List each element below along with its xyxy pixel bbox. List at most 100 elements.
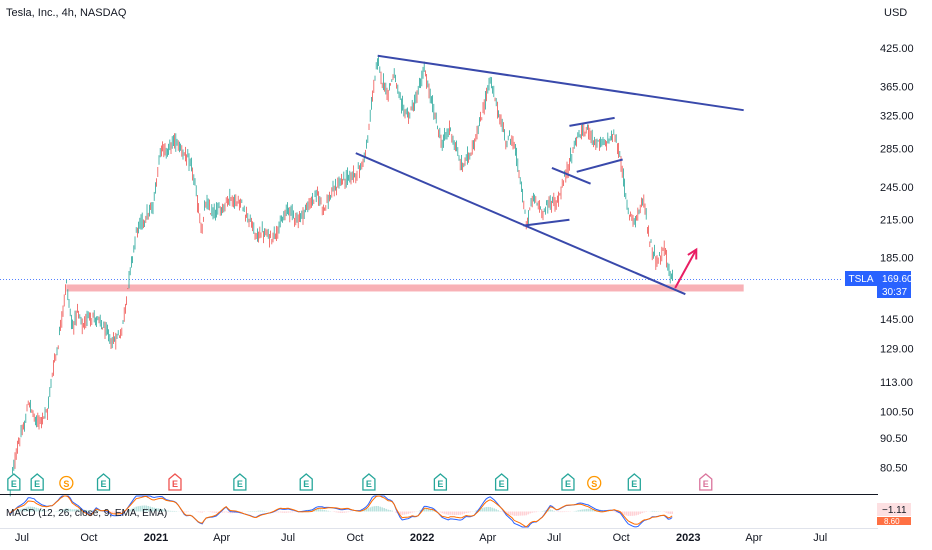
symbol-tag: TSLA <box>848 274 873 285</box>
x-tick-label: Oct <box>613 532 630 544</box>
chart-title: Tesla, Inc., 4h, NASDAQ <box>6 7 127 19</box>
earnings-event-marker[interactable]: E <box>30 473 44 491</box>
x-tick-label: Oct <box>80 532 97 544</box>
macd-pane[interactable] <box>9 495 673 528</box>
y-tick-label: 425.00 <box>880 43 914 55</box>
trendline <box>377 54 744 112</box>
event-letter: S <box>591 479 597 489</box>
price-tag-bg <box>877 271 911 298</box>
price-tag-value: 169.60 <box>882 274 913 285</box>
event-letter: E <box>437 479 443 489</box>
x-tick-label: Apr <box>479 532 496 544</box>
x-tick-label: 2022 <box>410 532 434 544</box>
y-tick-label: 145.00 <box>880 314 914 326</box>
earnings-event-marker[interactable]: E <box>699 473 713 491</box>
projection-arrow-head <box>687 247 698 260</box>
x-tick-label: 2021 <box>144 532 168 544</box>
symbol-tag-bg <box>845 271 877 286</box>
event-letter: E <box>499 479 505 489</box>
y-tick-label: 215.00 <box>880 215 914 227</box>
price-tag: TSLA 169.60 30:37 <box>845 271 913 298</box>
earnings-event-marker[interactable]: E <box>168 473 182 491</box>
trendline <box>355 152 686 296</box>
x-tick-label: Jul <box>281 532 295 544</box>
event-badge <box>494 473 509 491</box>
x-tick-label: Apr <box>213 532 230 544</box>
y-tick-label: 245.00 <box>880 182 914 194</box>
event-badge <box>627 473 641 491</box>
y-tick-label: 325.00 <box>880 111 914 123</box>
projection-arrow <box>674 249 698 289</box>
event-letter: E <box>631 479 637 489</box>
event-letter: E <box>34 479 40 489</box>
macd-value1-bg <box>877 503 911 516</box>
support-zone-layer <box>66 284 744 292</box>
split-event-marker[interactable]: S <box>587 475 602 491</box>
earnings-event-marker[interactable]: E <box>494 473 509 491</box>
macd-signal-line <box>9 495 673 528</box>
x-tick-label: Apr <box>745 532 762 544</box>
event-letter: E <box>172 479 178 489</box>
price-tag-countdown: 30:37 <box>882 287 907 298</box>
macd-values: −1.11 8.60 <box>877 503 911 526</box>
macd-label: MACD (12, 26, close, 9, EMA, EMA) <box>6 508 167 519</box>
trendline <box>569 116 615 127</box>
macd-value2-bg <box>877 517 911 525</box>
earnings-event-marker[interactable]: E <box>96 473 111 491</box>
split-event-marker[interactable]: S <box>59 475 74 491</box>
earnings-event-marker[interactable]: E <box>627 473 641 491</box>
event-badge <box>699 473 713 491</box>
event-badge <box>362 473 376 491</box>
axes-layer: 425.00 365.00 325.00 285.00 245.00 215.00 185.… <box>0 43 914 544</box>
event-badge <box>30 473 44 491</box>
event-letter: E <box>366 479 372 489</box>
y-tick-label: 100.50 <box>880 406 914 418</box>
earnings-event-marker[interactable]: E <box>561 473 575 491</box>
currency-label: USD <box>884 7 907 19</box>
event-letter: E <box>303 479 309 489</box>
event-badge <box>59 475 74 491</box>
trendlines-layer <box>355 54 744 296</box>
earnings-event-marker[interactable]: E <box>433 473 448 491</box>
y-tick-label: 129.00 <box>880 343 914 355</box>
x-tick-label: Oct <box>347 532 364 544</box>
x-tick-label: Jul <box>547 532 561 544</box>
y-tick-label: 80.50 <box>880 462 908 474</box>
x-tick-label: Jul <box>15 532 29 544</box>
event-badge <box>96 473 111 491</box>
event-badge <box>561 473 575 491</box>
y-tick-label: 113.00 <box>880 377 913 389</box>
earnings-event-marker[interactable]: E <box>7 473 21 491</box>
event-letter: S <box>63 479 69 489</box>
y-tick-label: 90.50 <box>880 433 908 445</box>
trendline <box>576 158 623 173</box>
y-tick-label: 365.00 <box>880 81 914 93</box>
event-letter: E <box>703 479 709 489</box>
event-badge <box>233 473 247 491</box>
trendline <box>523 218 570 227</box>
event-letter: E <box>237 479 243 489</box>
x-tick-label: Jul <box>813 532 827 544</box>
event-badge <box>433 473 448 491</box>
event-letter: E <box>11 479 17 489</box>
support-zone <box>66 284 744 292</box>
event-badge <box>168 473 182 491</box>
earnings-event-marker[interactable]: E <box>233 473 247 491</box>
macd-value2: 8.60 <box>884 517 900 526</box>
y-tick-label: 285.00 <box>880 144 914 156</box>
event-badge <box>299 473 313 491</box>
price-candles-layer <box>9 55 674 497</box>
earnings-event-marker[interactable]: E <box>362 473 376 491</box>
earnings-event-marker[interactable]: E <box>299 473 313 491</box>
y-tick-label: 185.00 <box>880 253 914 265</box>
trendline <box>551 167 591 185</box>
event-badge <box>587 475 602 491</box>
event-letter: E <box>565 479 571 489</box>
x-tick-label: 2023 <box>676 532 700 544</box>
macd-value1: −1.11 <box>882 505 907 516</box>
event-letter: E <box>101 479 107 489</box>
event-badge <box>7 473 21 491</box>
